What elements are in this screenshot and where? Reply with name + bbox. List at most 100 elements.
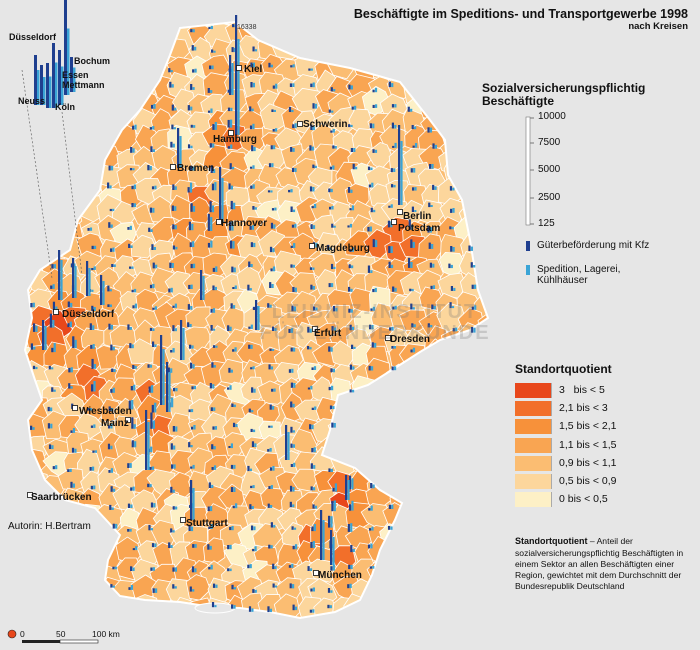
district-area (474, 395, 488, 422)
gueterbefoerderung-bar (180, 320, 183, 360)
spedition-bar (150, 385, 154, 393)
spedition-bar (69, 468, 72, 472)
spedition-bar (70, 386, 73, 389)
gueterbefoerderung-bar (250, 242, 253, 248)
gueterbefoerderung-bar (370, 308, 373, 311)
gueterbefoerderung-bar (268, 364, 271, 370)
spedition-bar (254, 49, 258, 52)
spedition-bar (192, 166, 195, 171)
spedition-bar (414, 187, 417, 191)
district-area (46, 140, 75, 171)
district-area (346, 398, 374, 426)
spedition-bar (349, 583, 352, 589)
gueterbefoerderung-bar (330, 530, 333, 565)
gueterbefoerderung-bar (89, 467, 92, 471)
gueterbefoerderung-bar (108, 406, 111, 412)
district-area (453, 579, 480, 606)
gueterbefoerderung-bar (308, 68, 311, 71)
district-area (404, 362, 432, 389)
district-area (453, 111, 481, 140)
gueterbefoerderung-swatch (526, 241, 530, 251)
gueterbefoerderung-bar (108, 222, 111, 228)
spedition-bar (312, 487, 316, 491)
spedition-bar (474, 305, 477, 310)
gueterbefoerderung-bar (227, 325, 230, 331)
spedition-bar (88, 268, 91, 296)
spedition-bar (189, 324, 192, 328)
gueterbefoerderung-bar (172, 325, 175, 332)
gueterbefoerderung-bar (310, 124, 313, 130)
gueterbefoerderung-bar (432, 143, 435, 149)
district-area (39, 577, 66, 604)
author-credit: Autorin: H.Bertram (8, 521, 91, 532)
district-area (62, 544, 89, 572)
gueterbefoerderung-bar (130, 386, 133, 391)
gueterbefoerderung-bar (431, 304, 434, 310)
spedition-bar (147, 422, 150, 470)
spedition-bar (314, 203, 317, 209)
district-area (365, 384, 394, 409)
district-area (384, 435, 412, 459)
district-area (452, 163, 481, 193)
spedition-bar (175, 388, 178, 392)
spedition-bar (455, 327, 458, 332)
gueterbefoerderung-bar (312, 306, 316, 311)
gueterbefoerderung-bar (271, 208, 275, 211)
class-swatch (515, 437, 552, 453)
standortquotient-class: 0,5 bis < 0,9 (515, 474, 695, 490)
gueterbefoerderung-bar (128, 243, 131, 248)
gueterbefoerderung-bar (250, 82, 253, 88)
district-area (45, 540, 70, 567)
district-area (454, 92, 485, 120)
spedition-bar (214, 182, 217, 191)
gueterbefoerderung-bar (50, 285, 53, 289)
gueterbefoerderung-bar (228, 222, 232, 231)
spedition-bar (332, 537, 335, 565)
gueterbefoerderung-bar (290, 147, 293, 152)
gueterbefoerderung-bar (388, 246, 391, 253)
district-area (25, 539, 32, 563)
spedition-bar (32, 427, 35, 430)
spedition-bar (312, 267, 315, 270)
gueterbefoerderung-bar (428, 242, 431, 249)
gueterbefoerderung-bar (290, 426, 293, 433)
spedition-bar (110, 468, 114, 473)
spedition-bar (414, 210, 417, 212)
district-area (134, 34, 162, 60)
scale-label: 0 (20, 629, 25, 639)
spedition-bar (293, 243, 296, 248)
gueterbefoerderung-bar (292, 286, 295, 292)
gueterbefoerderung-bar (172, 245, 176, 250)
spedition-bar (251, 410, 254, 413)
district-area (329, 377, 352, 403)
district-area (403, 485, 432, 515)
spedition-bar (51, 445, 54, 450)
gueterbefoerderung-bar (189, 165, 192, 171)
gueterbefoerderung-bar (151, 244, 154, 250)
gueterbefoerderung-bar (172, 305, 175, 308)
spedition-bar (351, 478, 354, 490)
gueterbefoerderung-bar (70, 430, 73, 433)
gueterbefoerderung-bar (367, 226, 370, 232)
district-area (345, 33, 376, 62)
spedition-bar (237, 39, 240, 135)
district-area (453, 543, 481, 571)
district-area (114, 22, 139, 48)
spedition-bar (231, 63, 234, 95)
gueterbefoerderung-bar (149, 466, 152, 470)
scale-value: 5000 (538, 164, 561, 175)
gueterbefoerderung-bar (307, 346, 310, 350)
gueterbefoerderung-bar (188, 442, 191, 448)
gueterbefoerderung-bar (430, 285, 433, 290)
inset-bar (37, 70, 40, 105)
gueterbefoerderung-bar (367, 544, 371, 549)
spedition-bar (291, 563, 294, 568)
spedition-bar (52, 284, 55, 289)
spedition-bar (330, 516, 333, 528)
spedition-bar (69, 321, 72, 328)
gueterbefoerderung-bar (269, 467, 273, 471)
district-area (385, 559, 413, 586)
district-area (398, 309, 429, 332)
gueterbefoerderung-bar (192, 544, 195, 548)
district-area (406, 394, 432, 422)
